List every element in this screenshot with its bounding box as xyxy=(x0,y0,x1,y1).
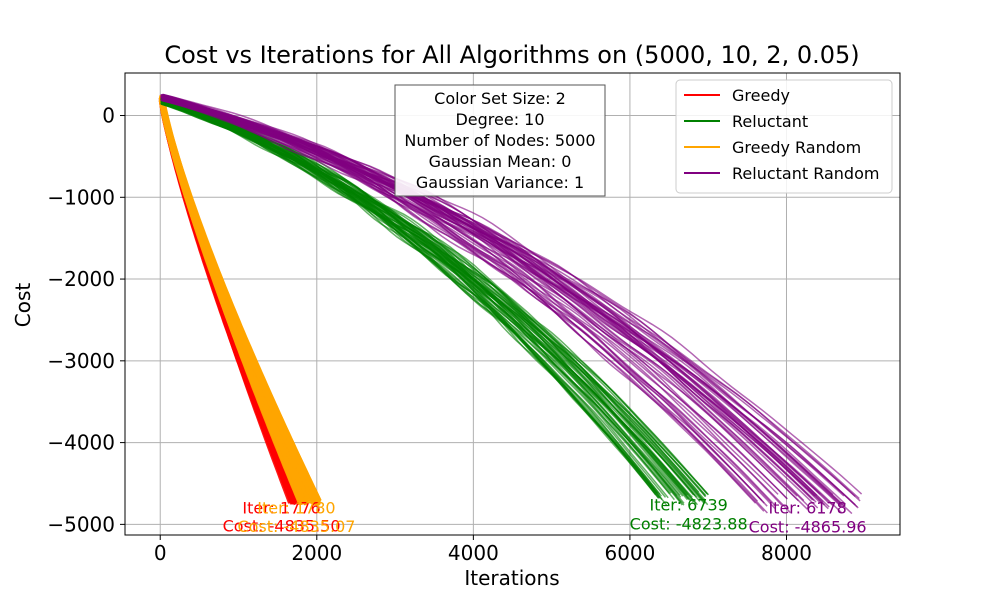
series-line-reluctant-random xyxy=(163,95,853,515)
info-box: Color Set Size: 2 Degree: 10 Number of N… xyxy=(394,84,606,197)
series-line-reluctant xyxy=(162,101,659,494)
legend-label-greedy: Greedy xyxy=(732,86,790,105)
x-tick-label: 2000 xyxy=(291,541,342,565)
annotation-cost-reluctant-random: Cost: -4865.96 xyxy=(749,518,867,537)
info-color-set-size: Color Set Size: 2 xyxy=(434,89,566,108)
series-line-reluctant-random xyxy=(161,96,776,509)
legend-label-reluctant-random: Reluctant Random xyxy=(732,164,879,183)
series-line-greedy-random xyxy=(160,98,305,502)
series-line-reluctant-random xyxy=(160,98,842,507)
y-tick-label: −4000 xyxy=(47,431,115,455)
annotation-cost-reluctant: Cost: -4823.88 xyxy=(630,514,748,533)
info-degree: Degree: 10 xyxy=(455,110,544,129)
x-axis-label: Iterations xyxy=(464,566,559,590)
legend: Greedy Reluctant Greedy Random Reluctant… xyxy=(675,79,893,194)
y-tick-label: −2000 xyxy=(47,267,115,291)
x-tick-label: 0 xyxy=(154,541,167,565)
annotation-cost-greedy-random: Cost: -4835.07 xyxy=(237,517,355,536)
info-gaussian-mean: Gaussian Mean: 0 xyxy=(429,152,572,171)
legend-frame xyxy=(675,79,893,194)
y-tick-label: −5000 xyxy=(47,512,115,536)
annotation-iter-reluctant-random: Iter: 6178 xyxy=(768,499,846,518)
series-line-greedy-random xyxy=(159,95,321,507)
series-line-reluctant-random xyxy=(162,96,863,495)
x-tick-label: 8000 xyxy=(761,541,812,565)
y-tick-label: −3000 xyxy=(47,349,115,373)
annotation-iter-greedy: Iter: 1776 xyxy=(242,498,320,517)
info-box-frame xyxy=(394,84,606,197)
x-tick-label: 4000 xyxy=(448,541,499,565)
legend-label-greedy-random: Greedy Random xyxy=(732,138,861,157)
series-line-reluctant-random xyxy=(162,96,772,503)
series-line-reluctant-random xyxy=(162,97,765,512)
plot-frame xyxy=(124,72,901,536)
chart-title: Cost vs Iterations for All Algorithms on… xyxy=(164,41,859,69)
info-number-of-nodes: Number of Nodes: 5000 xyxy=(404,131,595,150)
annotation-cost-greedy: Cost: -4835.50 xyxy=(223,517,341,536)
series-line-reluctant xyxy=(160,100,707,497)
axis-ticks: 0 2000 4000 6000 8000 0 −1000 −2000 −3000 −4000 −5… xyxy=(47,104,812,565)
info-gaussian-variance: Gaussian Variance: 1 xyxy=(416,173,584,192)
series-lines xyxy=(158,93,863,515)
annotation-iter-reluctant: Iter: 6739 xyxy=(649,495,727,514)
y-tick-label: 0 xyxy=(102,104,115,128)
annotation-iter-greedy-random: Iter: 1780 xyxy=(257,499,335,518)
y-axis-label: Cost xyxy=(11,283,35,328)
x-tick-label: 6000 xyxy=(604,541,655,565)
series-line-reluctant-random xyxy=(160,95,821,495)
series-line-reluctant xyxy=(161,100,661,499)
y-tick-label: −1000 xyxy=(47,185,115,209)
legend-label-reluctant: Reluctant xyxy=(732,112,808,131)
